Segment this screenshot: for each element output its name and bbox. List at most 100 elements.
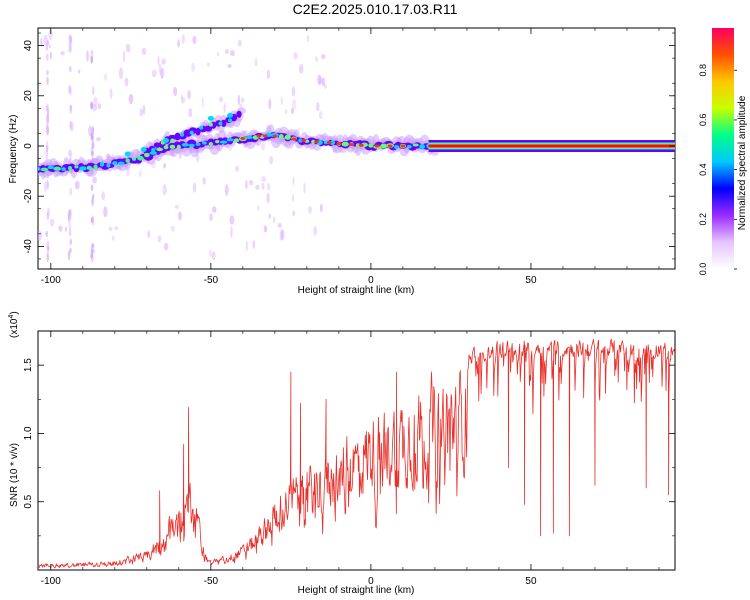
heatmap-speckle bbox=[317, 74, 322, 86]
heatmap-speckle bbox=[292, 99, 297, 111]
heatmap-speckle bbox=[248, 179, 254, 186]
heatmap-blob bbox=[99, 161, 105, 167]
heatmap-hot-spot bbox=[272, 134, 278, 138]
heatmap-speckle bbox=[292, 194, 295, 202]
heatmap-blob bbox=[215, 140, 220, 144]
heatmap-blob bbox=[67, 166, 73, 171]
heatmap-speckle bbox=[64, 226, 68, 232]
heatmap-streak bbox=[69, 120, 72, 130]
heatmap-blob bbox=[149, 151, 157, 155]
heatmap-speckle bbox=[96, 136, 101, 142]
heatmap-speckle bbox=[241, 97, 245, 104]
heatmap-streak bbox=[45, 148, 49, 160]
heatmap-speckle bbox=[266, 182, 271, 191]
heatmap-hot-spot bbox=[387, 144, 393, 148]
heatmap-speckle bbox=[104, 73, 108, 81]
x-tick-label: 50 bbox=[525, 275, 537, 286]
snr-series-line bbox=[38, 338, 675, 569]
heatmap-speckle bbox=[151, 69, 157, 78]
heatmap-blob bbox=[74, 165, 79, 169]
heatmap-speckle bbox=[235, 165, 240, 172]
heatmap-blob bbox=[189, 130, 194, 135]
heatmap-streak bbox=[45, 42, 49, 51]
heatmap-streak bbox=[46, 211, 50, 220]
heatmap-speckle bbox=[261, 142, 265, 151]
heatmap-speckle bbox=[158, 63, 162, 75]
heatmap-streak bbox=[68, 84, 71, 94]
heatmap-blob bbox=[117, 161, 125, 166]
y-tick-label: 40 bbox=[23, 40, 34, 52]
heatmap-blob bbox=[176, 144, 181, 150]
heatmap-blob bbox=[125, 158, 130, 163]
heatmap-blob bbox=[208, 142, 214, 147]
heatmap-streak bbox=[68, 228, 72, 237]
heatmap-blob bbox=[40, 167, 49, 172]
heatmap-speckle bbox=[139, 170, 142, 178]
heatmap-streak bbox=[46, 123, 49, 132]
heatmap-streak bbox=[69, 105, 73, 114]
heatmap-speckle bbox=[201, 96, 204, 109]
heatmap-core bbox=[195, 127, 201, 136]
heatmap-streak bbox=[46, 251, 50, 263]
heatmap-speckle bbox=[292, 210, 295, 217]
heatmap-speckle bbox=[49, 51, 53, 60]
colorbar-tick-label: 0.2 bbox=[698, 213, 708, 226]
heatmap-speckle bbox=[266, 69, 271, 80]
heatmap-streak bbox=[69, 238, 73, 246]
heatmap-streak bbox=[91, 141, 95, 151]
heatmap-blob bbox=[284, 134, 291, 140]
heatmap-speckle bbox=[111, 235, 115, 241]
heatmap-blob bbox=[227, 112, 234, 118]
heatmap-speckle bbox=[293, 51, 298, 61]
heatmap-blob bbox=[228, 118, 233, 123]
y-tick-label: 1.0 bbox=[23, 426, 34, 440]
heatmap-streak bbox=[90, 217, 94, 223]
heatmap-blob bbox=[233, 138, 240, 143]
heatmap-streak bbox=[90, 135, 93, 141]
heatmap-blob bbox=[53, 166, 61, 171]
heatmap-speckle bbox=[147, 230, 151, 239]
heatmap-streak bbox=[46, 179, 49, 190]
heatmap-streak bbox=[91, 86, 95, 95]
y-tick-label: -40 bbox=[23, 239, 34, 254]
heatmap-blob bbox=[226, 138, 234, 142]
heatmap-streak bbox=[47, 207, 50, 216]
heatmap-streak bbox=[68, 65, 72, 73]
y-tick-label: -20 bbox=[23, 189, 34, 204]
heatmap-speckle bbox=[38, 230, 42, 242]
top-axes: -100 -50 0 50 -40 -20 0 20 40 bbox=[23, 28, 675, 286]
colorbar-gradient bbox=[712, 28, 734, 269]
heatmap-speckle bbox=[118, 67, 124, 79]
heatmap-speckle bbox=[261, 175, 267, 183]
heatmap-speckle bbox=[229, 215, 235, 225]
heatmap-streak bbox=[90, 184, 94, 192]
heatmap-speckle bbox=[93, 96, 98, 107]
heatmap-blob bbox=[137, 155, 144, 161]
x-tick-label: 50 bbox=[525, 576, 537, 587]
heatmap-speckle bbox=[48, 29, 53, 41]
heatmap-speckle bbox=[261, 182, 265, 190]
heatmap-blob bbox=[144, 152, 150, 158]
heatmap-speckle bbox=[109, 88, 113, 99]
heatmap-blob bbox=[181, 142, 189, 147]
heatmap-speckle bbox=[187, 89, 191, 100]
heatmap-blob bbox=[106, 163, 111, 168]
heatmap-speckle bbox=[216, 52, 220, 57]
heatmap-speckle bbox=[192, 35, 197, 44]
heatmap-speckle bbox=[290, 107, 295, 115]
heatmap-blob bbox=[86, 165, 92, 170]
heatmap-streak bbox=[69, 42, 72, 53]
heatmap-speckle bbox=[97, 102, 102, 110]
heatmap-speckle bbox=[92, 103, 98, 112]
top-y-axis-label: Frequency (Hz) bbox=[8, 115, 19, 184]
heatmap-speckle bbox=[324, 83, 327, 90]
heatmap-hot-spot bbox=[358, 143, 364, 147]
heatmap-blob bbox=[163, 145, 169, 150]
heatmap-blob bbox=[218, 121, 223, 126]
heatmap-speckle bbox=[318, 111, 323, 120]
bottom-x-axis-label: Height of straight line (km) bbox=[298, 585, 415, 596]
colorbar-label: Normalized spectral amplitude bbox=[737, 95, 748, 230]
y-tick-label: 20 bbox=[23, 90, 34, 102]
heatmap-blob bbox=[412, 143, 419, 147]
x-tick-label: 0 bbox=[368, 275, 374, 286]
